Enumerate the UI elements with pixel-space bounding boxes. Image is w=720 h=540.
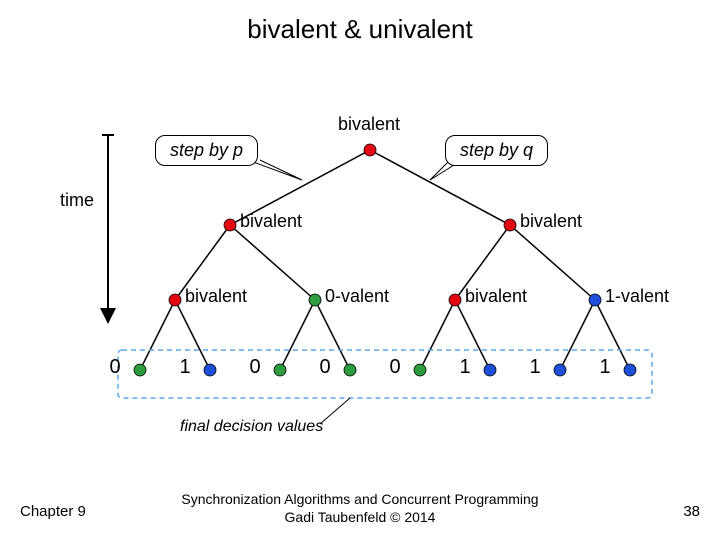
l1-node [224, 219, 236, 231]
tree-svg [0, 0, 720, 540]
l2-label: bivalent [185, 286, 247, 307]
l2-node [589, 294, 601, 306]
leaf-node [344, 364, 356, 376]
tree-edge [560, 300, 595, 370]
leaf-node [274, 364, 286, 376]
l2-label: 1-valent [605, 286, 669, 307]
leaf-node [134, 364, 146, 376]
l2-node [169, 294, 181, 306]
leaf-value: 1 [525, 356, 545, 379]
l1-node [504, 219, 516, 231]
root-node [364, 144, 376, 156]
leaf-value: 1 [455, 356, 475, 379]
callout-step-q: step by q [445, 135, 548, 166]
tree-edge [420, 300, 455, 370]
l2-label: bivalent [465, 286, 527, 307]
leaf-value: 0 [385, 356, 405, 379]
root-label: bivalent [338, 114, 400, 135]
leaf-node [204, 364, 216, 376]
time-axis-label: time [60, 190, 94, 211]
tree-edge [280, 300, 315, 370]
leaf-value: 1 [595, 356, 615, 379]
leaf-node [414, 364, 426, 376]
callout-tail [248, 160, 302, 180]
callout-step-p: step by p [155, 135, 258, 166]
slide-number: 38 [683, 503, 700, 520]
leaf-value: 0 [315, 356, 335, 379]
l1-label: bivalent [520, 211, 582, 232]
tree-edge [140, 300, 175, 370]
l2-label: 0-valent [325, 286, 389, 307]
leaf-node [484, 364, 496, 376]
leaf-value: 1 [175, 356, 195, 379]
leaf-value: 0 [105, 356, 125, 379]
l2-node [449, 294, 461, 306]
footer-citation: Synchronization Algorithms and Concurren… [0, 491, 720, 526]
l1-label: bivalent [240, 211, 302, 232]
l2-node [309, 294, 321, 306]
final-label-connector [320, 398, 350, 424]
leaf-value: 0 [245, 356, 265, 379]
leaf-node [624, 364, 636, 376]
leaf-node [554, 364, 566, 376]
footer-line1: Synchronization Algorithms and Concurren… [181, 491, 538, 507]
footer-line2: Gadi Taubenfeld © 2014 [285, 509, 436, 525]
final-decision-label: final decision values [180, 418, 323, 436]
